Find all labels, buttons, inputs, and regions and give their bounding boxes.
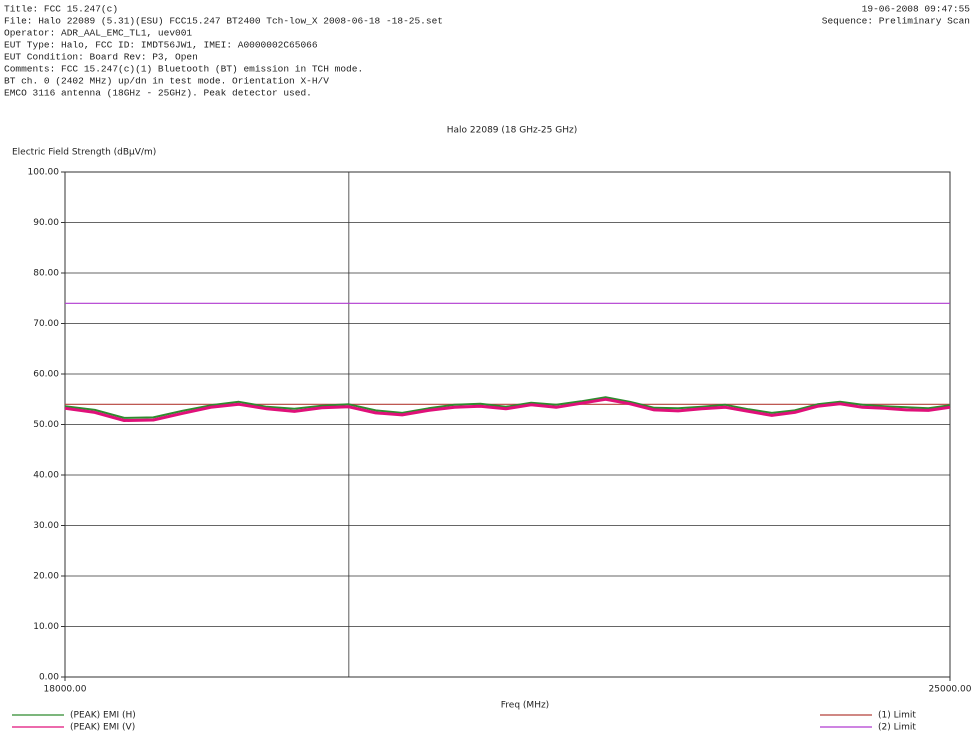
legend-label: (1) Limit xyxy=(878,711,916,721)
legend-label: (PEAK) EMI (H) xyxy=(70,711,136,721)
y-tick-label: 40.00 xyxy=(33,471,59,481)
header-line: Title: FCC 15.247(c) xyxy=(4,4,118,15)
legend-label: (2) Limit xyxy=(878,723,916,733)
header-line: File: Halo 22089 (5.31)(ESU) FCC15.247 B… xyxy=(4,16,443,27)
header-line: Operator: ADR_AAL_EMC_TL1, uev001 xyxy=(4,28,192,39)
y-tick-label: 100.00 xyxy=(28,168,60,178)
header-line: Comments: FCC 15.247(c)(1) Bluetooth (BT… xyxy=(4,64,363,75)
y-axis-title: Electric Field Strength (dBµV/m) xyxy=(12,148,156,158)
y-tick-label: 10.00 xyxy=(33,622,59,632)
x-tick-label: 25000.00 xyxy=(929,685,972,695)
y-tick-label: 0.00 xyxy=(39,673,59,683)
series-line xyxy=(64,397,951,422)
header-line: BT ch. 0 (2402 MHz) up/dn in test mode. … xyxy=(4,76,329,87)
y-tick-label: 50.00 xyxy=(33,420,59,430)
date: 19-06-2008 09:47:55 xyxy=(862,4,971,15)
header-line: EUT Condition: Board Rev: P3, Open xyxy=(4,52,198,63)
y-tick-label: 60.00 xyxy=(33,370,59,380)
header: Title: FCC 15.247(c)File: Halo 22089 (5.… xyxy=(4,4,443,99)
x-axis-title: Freq (MHz) xyxy=(501,701,549,711)
legend-label: (PEAK) EMI (V) xyxy=(70,723,135,733)
series-line xyxy=(64,396,951,419)
chart-title: Halo 22089 (18 GHz-25 GHz) xyxy=(447,126,577,136)
x-tick-label: 18000.00 xyxy=(44,685,87,695)
y-tick-label: 20.00 xyxy=(33,572,59,582)
y-tick-label: 90.00 xyxy=(33,218,59,228)
y-tick-label: 70.00 xyxy=(33,319,59,329)
header-line: EUT Type: Halo, FCC ID: IMDT56JW1, IMEI:… xyxy=(4,40,318,51)
header-line: EMCO 3116 antenna (18GHz - 25GHz). Peak … xyxy=(4,88,312,99)
y-tick-label: 30.00 xyxy=(33,521,59,531)
y-tick-label: 80.00 xyxy=(33,269,59,279)
sequence: Sequence: Preliminary Scan xyxy=(822,16,970,27)
